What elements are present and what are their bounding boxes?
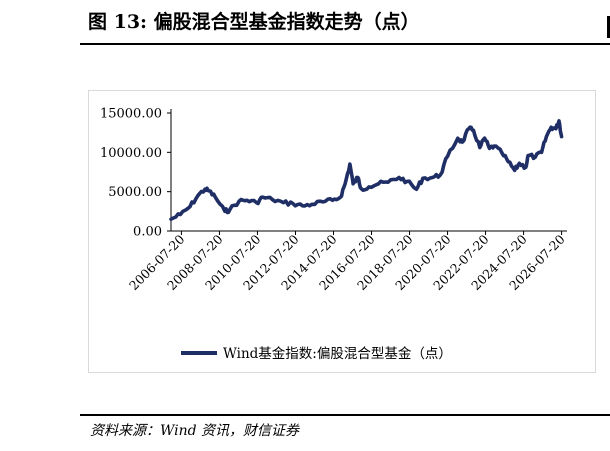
y-tick-label: 10000.00 bbox=[100, 146, 162, 161]
source-note: 资料来源：Wind 资讯，财信证券 bbox=[90, 423, 300, 439]
legend-label: Wind基金指数:偏股混合型基金（点） bbox=[223, 345, 452, 362]
source-divider bbox=[80, 414, 610, 416]
series-line bbox=[169, 119, 564, 221]
page-title: 图 13: 偏股混合型基金指数走势（点） bbox=[88, 11, 420, 33]
edge-mark bbox=[607, 16, 610, 38]
chart-series bbox=[169, 119, 564, 221]
y-tick-label: 15000.00 bbox=[100, 107, 162, 122]
y-tick-label: 5000.00 bbox=[108, 185, 162, 200]
title-divider bbox=[80, 43, 610, 45]
chart-frame: 0.00 5000.00 10000.00 15000.00 2006-07-20 200… bbox=[88, 90, 596, 373]
y-tick-label: 0.00 bbox=[133, 225, 162, 240]
line-chart: 0.005000.0010000.0015000.002006-07-20200… bbox=[100, 107, 568, 363]
chart-legend: Wind基金指数:偏股混合型基金（点） bbox=[181, 345, 452, 362]
